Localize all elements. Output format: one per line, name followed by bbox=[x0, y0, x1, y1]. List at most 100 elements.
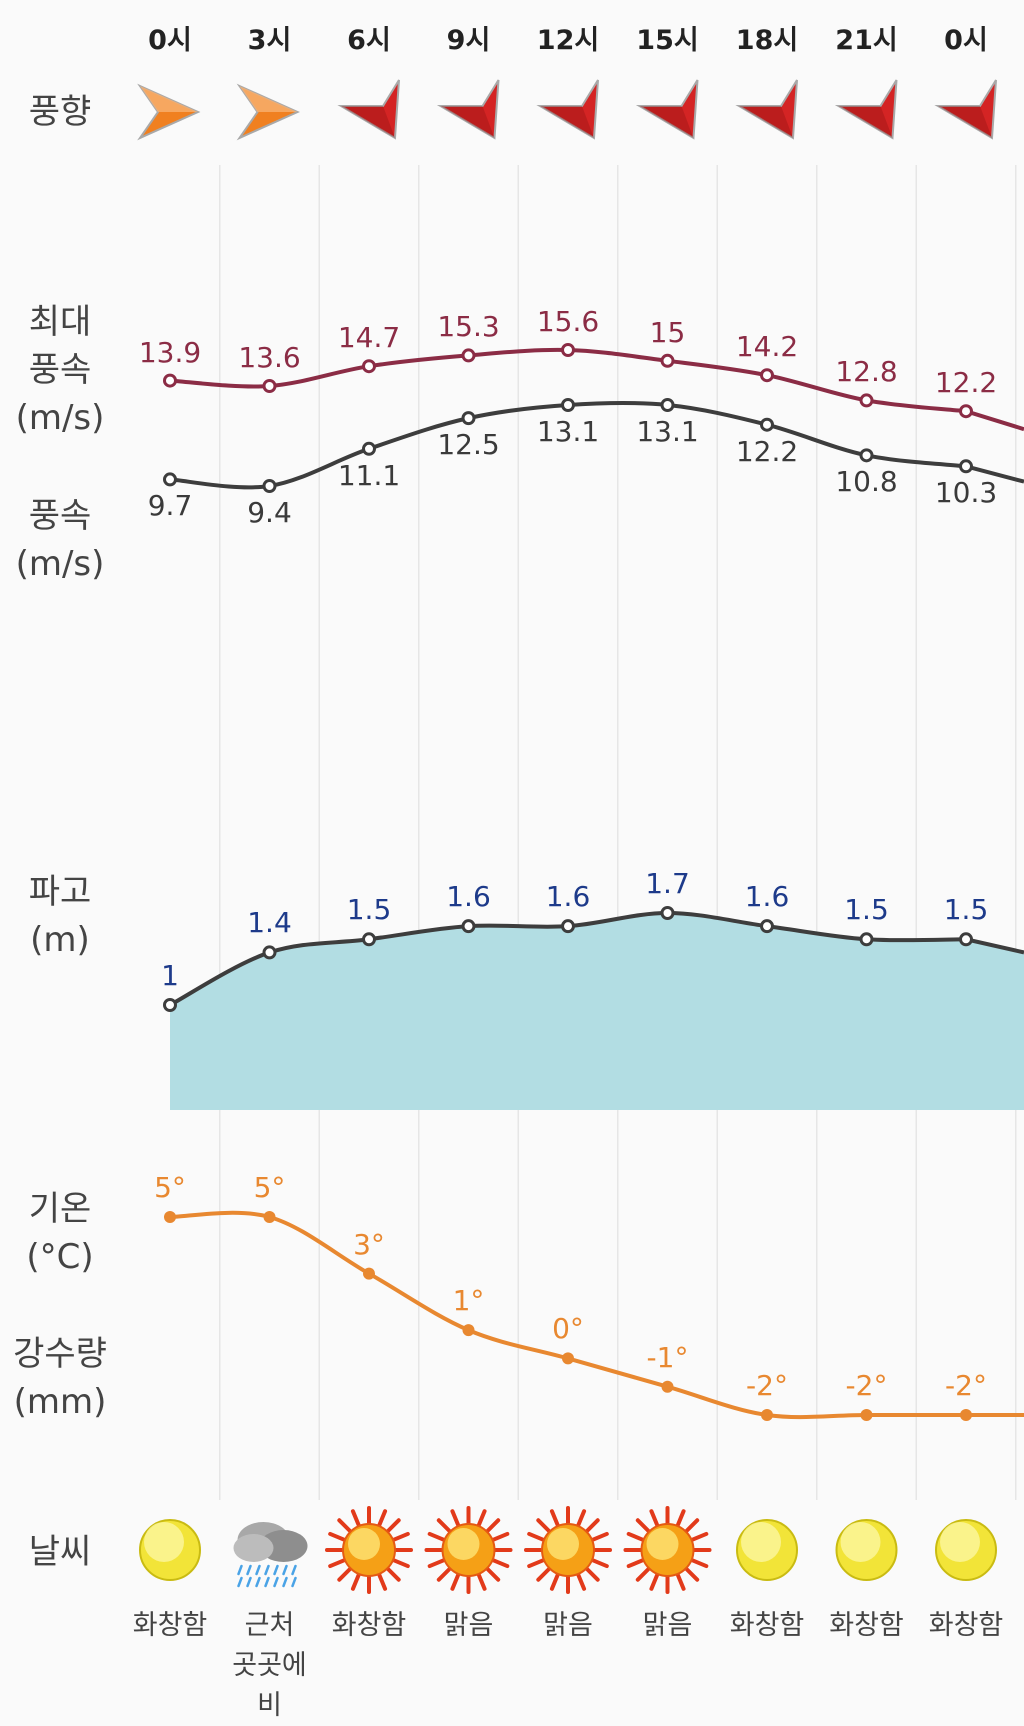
moon-icon bbox=[935, 1519, 997, 1581]
arrow-southwest-icon bbox=[834, 79, 898, 140]
wind-point bbox=[959, 459, 973, 474]
wind-value-label: 12.5 bbox=[437, 428, 500, 462]
wave-value-label: 1.6 bbox=[545, 880, 591, 914]
wave-point bbox=[760, 919, 774, 934]
wave-value-label: 1.6 bbox=[446, 880, 491, 914]
arrow-southwest-icon bbox=[635, 79, 699, 140]
arrow-southwest-icon bbox=[735, 79, 798, 140]
wave-point bbox=[959, 932, 973, 947]
wind-value-label: 13.1 bbox=[636, 415, 699, 448]
wind-point bbox=[660, 398, 675, 412]
wave-point bbox=[859, 932, 874, 947]
gust-point bbox=[959, 404, 973, 419]
weather-condition-text: 화창함 bbox=[829, 1610, 904, 1641]
time-label: 9시 bbox=[446, 25, 491, 56]
arrow-southwest-icon bbox=[436, 79, 500, 140]
temp-value-label: 1° bbox=[452, 1284, 485, 1318]
wave-value-label: 1.7 bbox=[645, 867, 690, 900]
weather-condition-text: 화창함 bbox=[331, 1610, 407, 1641]
gust-point bbox=[262, 379, 277, 393]
wind-value-label: 10.8 bbox=[835, 465, 898, 499]
moon-icon bbox=[139, 1519, 201, 1581]
weather-condition-text: 화창함 bbox=[928, 1610, 1004, 1641]
wind-point bbox=[859, 448, 874, 463]
sun-icon bbox=[524, 1506, 612, 1594]
gust-point bbox=[660, 353, 675, 368]
temp-value-label: -1° bbox=[646, 1340, 689, 1374]
temp-point bbox=[960, 1409, 972, 1421]
weather-condition-text: 화창함 bbox=[729, 1610, 805, 1641]
wave-point bbox=[163, 998, 177, 1012]
temp-point bbox=[661, 1380, 674, 1393]
wind-point bbox=[760, 417, 774, 432]
wave-point bbox=[561, 919, 575, 934]
sun-icon bbox=[424, 1506, 513, 1594]
temp-value-label: 5° bbox=[154, 1171, 186, 1204]
time-label: 0시 bbox=[148, 25, 192, 56]
wave-point bbox=[660, 906, 675, 920]
gust-value-label: 12.8 bbox=[835, 355, 898, 389]
wind-point bbox=[362, 441, 376, 456]
gust-point bbox=[461, 348, 476, 363]
gust-value-label: 13.9 bbox=[138, 335, 202, 369]
gust-point bbox=[859, 393, 874, 408]
temp-point bbox=[462, 1324, 475, 1337]
gust-point bbox=[760, 368, 774, 383]
wind-point bbox=[262, 479, 277, 493]
gust-value-label: 15.6 bbox=[536, 305, 600, 338]
gust-point bbox=[561, 343, 575, 357]
time-label: 3시 bbox=[247, 25, 292, 56]
gust-value-label: 14.2 bbox=[735, 330, 799, 364]
gust-value-label: 12.2 bbox=[934, 366, 998, 400]
wave-value-label: 1.5 bbox=[943, 893, 989, 927]
weather-condition-text: 맑음 bbox=[642, 1610, 693, 1641]
gust-point bbox=[163, 373, 177, 388]
moon-icon bbox=[736, 1519, 798, 1581]
gust-point bbox=[362, 359, 376, 374]
wind-speed-label: 풍속 (m/s) bbox=[15, 496, 105, 584]
temp-point bbox=[164, 1211, 176, 1223]
temp-point bbox=[860, 1409, 873, 1421]
wave-height-label: 파고 (m) bbox=[28, 872, 92, 960]
arrow-southwest-icon bbox=[536, 79, 599, 140]
arrow-southwest-icon bbox=[934, 79, 997, 140]
wind-value-label: 9.7 bbox=[147, 489, 193, 523]
wave-area bbox=[170, 913, 1024, 1110]
sun-icon bbox=[623, 1506, 712, 1594]
wave-point bbox=[262, 945, 277, 960]
temp-value-label: -2° bbox=[845, 1369, 888, 1402]
temp-point bbox=[363, 1267, 375, 1280]
wave-value-label: 1.5 bbox=[844, 893, 889, 927]
wave-value-label: 1 bbox=[161, 959, 179, 992]
arrow-east-icon bbox=[236, 83, 300, 141]
temp-value-label: 0° bbox=[552, 1312, 584, 1346]
wind-point bbox=[561, 398, 575, 412]
gust-value-label: 13.6 bbox=[238, 341, 301, 374]
weather-condition-text: 맑음 bbox=[543, 1610, 593, 1641]
wind-value-label: 13.1 bbox=[536, 415, 600, 448]
temp-point bbox=[761, 1409, 773, 1421]
gust-value-label: 15.3 bbox=[437, 310, 500, 344]
weather-condition-text: 근처 곳곳에 비 bbox=[232, 1610, 307, 1721]
precipitation-label: 강수량 (mm) bbox=[13, 1334, 107, 1422]
temp-value-label: -2° bbox=[746, 1369, 788, 1402]
wave-point bbox=[461, 919, 476, 934]
temp-value-label: 5° bbox=[253, 1171, 286, 1204]
temperature-label: 기온 (°C) bbox=[26, 1189, 94, 1277]
weather-label: 날씨 bbox=[28, 1532, 92, 1572]
weather-condition-text: 맑음 bbox=[443, 1610, 494, 1641]
temp-point bbox=[562, 1352, 574, 1365]
gust-value-label: 14.7 bbox=[337, 321, 401, 355]
arrow-east-icon bbox=[137, 83, 201, 141]
arrow-southwest-icon bbox=[337, 79, 400, 140]
rain-cloud-icon bbox=[233, 1522, 308, 1588]
time-label: 15시 bbox=[636, 25, 699, 56]
wave-value-label: 1.4 bbox=[247, 906, 292, 940]
wave-value-label: 1.6 bbox=[744, 880, 790, 914]
wind-direction-label: 풍향 bbox=[28, 92, 92, 132]
temp-point bbox=[263, 1211, 276, 1223]
temp-value-label: -2° bbox=[945, 1369, 987, 1402]
wind-point bbox=[163, 472, 177, 487]
wave-value-label: 1.5 bbox=[346, 893, 392, 927]
moon-icon bbox=[835, 1519, 898, 1581]
